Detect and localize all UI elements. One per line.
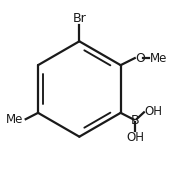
Text: Me: Me — [150, 52, 167, 65]
Text: O: O — [136, 52, 146, 65]
Text: OH: OH — [145, 105, 163, 118]
Text: Me: Me — [6, 113, 23, 126]
Text: B: B — [131, 114, 139, 127]
Text: OH: OH — [126, 131, 144, 144]
Text: Br: Br — [73, 12, 86, 25]
